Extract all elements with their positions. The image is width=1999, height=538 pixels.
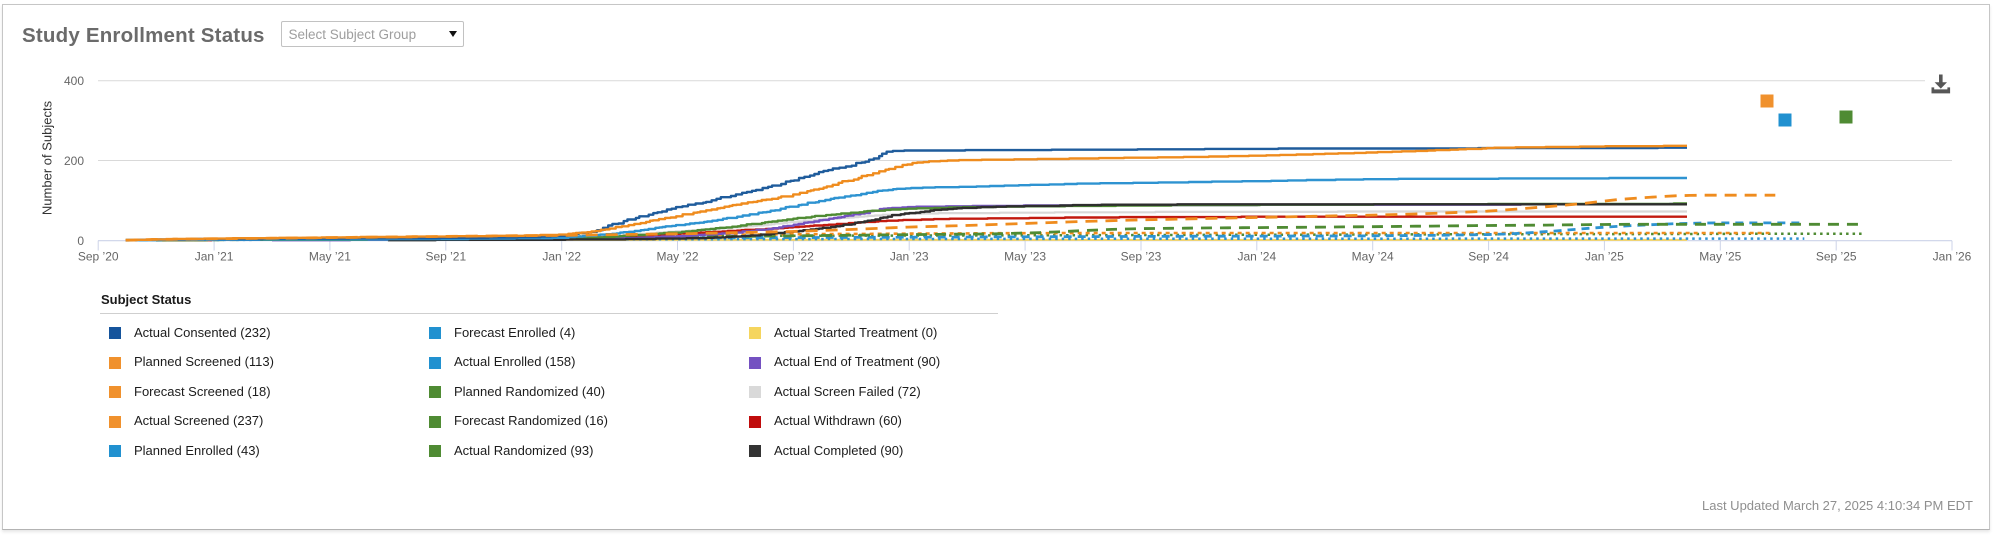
svg-text:Jan ’21: Jan ’21	[195, 250, 234, 264]
svg-text:May ’23: May ’23	[1004, 250, 1046, 264]
svg-text:0: 0	[77, 234, 84, 248]
svg-text:Sep ’23: Sep ’23	[1121, 250, 1162, 264]
svg-text:Jan ’25: Jan ’25	[1585, 250, 1624, 264]
svg-text:Jan ’24: Jan ’24	[1237, 250, 1276, 264]
svg-text:Number of Subjects: Number of Subjects	[40, 100, 55, 215]
svg-text:Sep ’24: Sep ’24	[1468, 250, 1509, 264]
svg-text:May ’21: May ’21	[309, 250, 351, 264]
svg-text:Jan ’23: Jan ’23	[890, 250, 929, 264]
svg-text:200: 200	[64, 154, 84, 168]
svg-text:Jan ’26: Jan ’26	[1933, 250, 1972, 264]
svg-text:May ’25: May ’25	[1699, 250, 1741, 264]
svg-text:Jan ’22: Jan ’22	[542, 250, 581, 264]
svg-text:Sep ’21: Sep ’21	[425, 250, 466, 264]
svg-text:Sep ’25: Sep ’25	[1816, 250, 1857, 264]
svg-text:May ’24: May ’24	[1352, 250, 1394, 264]
svg-text:Sep ’20: Sep ’20	[78, 250, 119, 264]
svg-text:400: 400	[64, 74, 84, 88]
svg-text:Sep ’22: Sep ’22	[773, 250, 814, 264]
svg-text:May ’22: May ’22	[656, 250, 698, 264]
